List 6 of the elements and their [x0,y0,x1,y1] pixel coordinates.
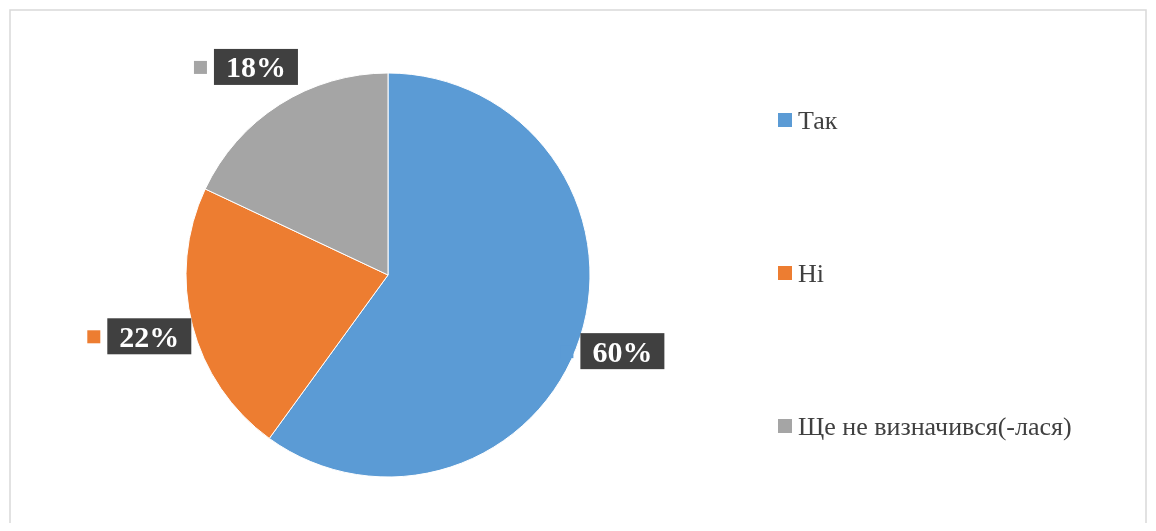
data-label: 22% [119,319,180,353]
data-label: 60% [592,334,653,368]
data-label: 18% [225,50,286,84]
legend-label: Так [798,105,838,135]
legend-label: Ще не визначився(-лася) [798,411,1072,441]
legend-label: Ні [798,258,824,288]
